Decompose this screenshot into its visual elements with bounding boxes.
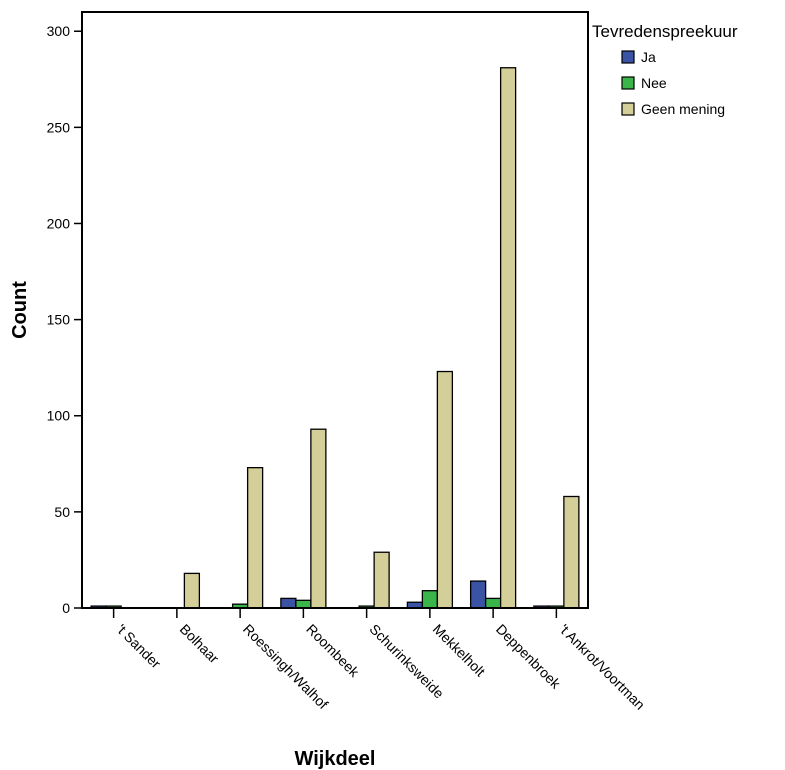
y-tick-label: 100 bbox=[47, 408, 71, 424]
x-tick-label: Bolhaar bbox=[177, 621, 223, 667]
bar-geen-mening-3 bbox=[310, 428, 327, 609]
legend: Tevredenspreekuur Ja Nee Geen mening bbox=[592, 22, 738, 117]
y-axis-title: Count bbox=[9, 281, 31, 339]
legend-swatch bbox=[621, 76, 635, 90]
bars-group bbox=[90, 67, 580, 609]
x-tick-label: Deppenbroek bbox=[493, 621, 564, 692]
legend-swatch bbox=[621, 50, 635, 64]
bar-nee-5 bbox=[421, 590, 439, 609]
legend-label: Geen mening bbox=[641, 101, 725, 117]
x-tick-label: Roombeek bbox=[303, 621, 363, 681]
y-tick-label: 50 bbox=[54, 504, 70, 520]
y-tick-label: 150 bbox=[47, 312, 71, 328]
y-tick-label: 250 bbox=[47, 119, 71, 135]
y-tick-label: 200 bbox=[47, 215, 71, 231]
x-axis: 't Sander Bolhaar Roessingh/WalhofRoombeek… bbox=[112, 608, 648, 713]
bar-geen-mening-7 bbox=[563, 495, 580, 609]
x-tick-label: Mekkelholt bbox=[430, 621, 489, 680]
y-axis: 0 50 100 150 200 250 300 bbox=[47, 23, 82, 616]
legend-swatch bbox=[621, 102, 635, 116]
x-axis-title: Wijkdeel bbox=[295, 748, 376, 770]
plot-frame bbox=[81, 11, 589, 609]
y-tick-label: 0 bbox=[62, 600, 70, 616]
bar-nee-3 bbox=[295, 599, 312, 609]
x-tick-label: 't Ankrot/Voortman bbox=[556, 621, 648, 713]
bar-nee-6 bbox=[484, 597, 502, 609]
legend-label: Nee bbox=[641, 75, 667, 91]
bar-geen-mening-6 bbox=[499, 67, 517, 609]
bar-geen-mening-4 bbox=[373, 551, 390, 609]
x-tick-label: 't Sander bbox=[114, 621, 165, 672]
bar-geen-mening-5 bbox=[436, 370, 454, 609]
bar-geen-mening-2 bbox=[246, 467, 264, 609]
legend-label: Ja bbox=[641, 49, 656, 65]
bar-ja-6 bbox=[469, 580, 487, 609]
bar-ja-3 bbox=[280, 597, 297, 609]
bar-geen-mening-1 bbox=[183, 572, 201, 609]
legend-title: Tevredenspreekuur bbox=[592, 22, 738, 41]
y-tick-label: 300 bbox=[47, 23, 71, 39]
